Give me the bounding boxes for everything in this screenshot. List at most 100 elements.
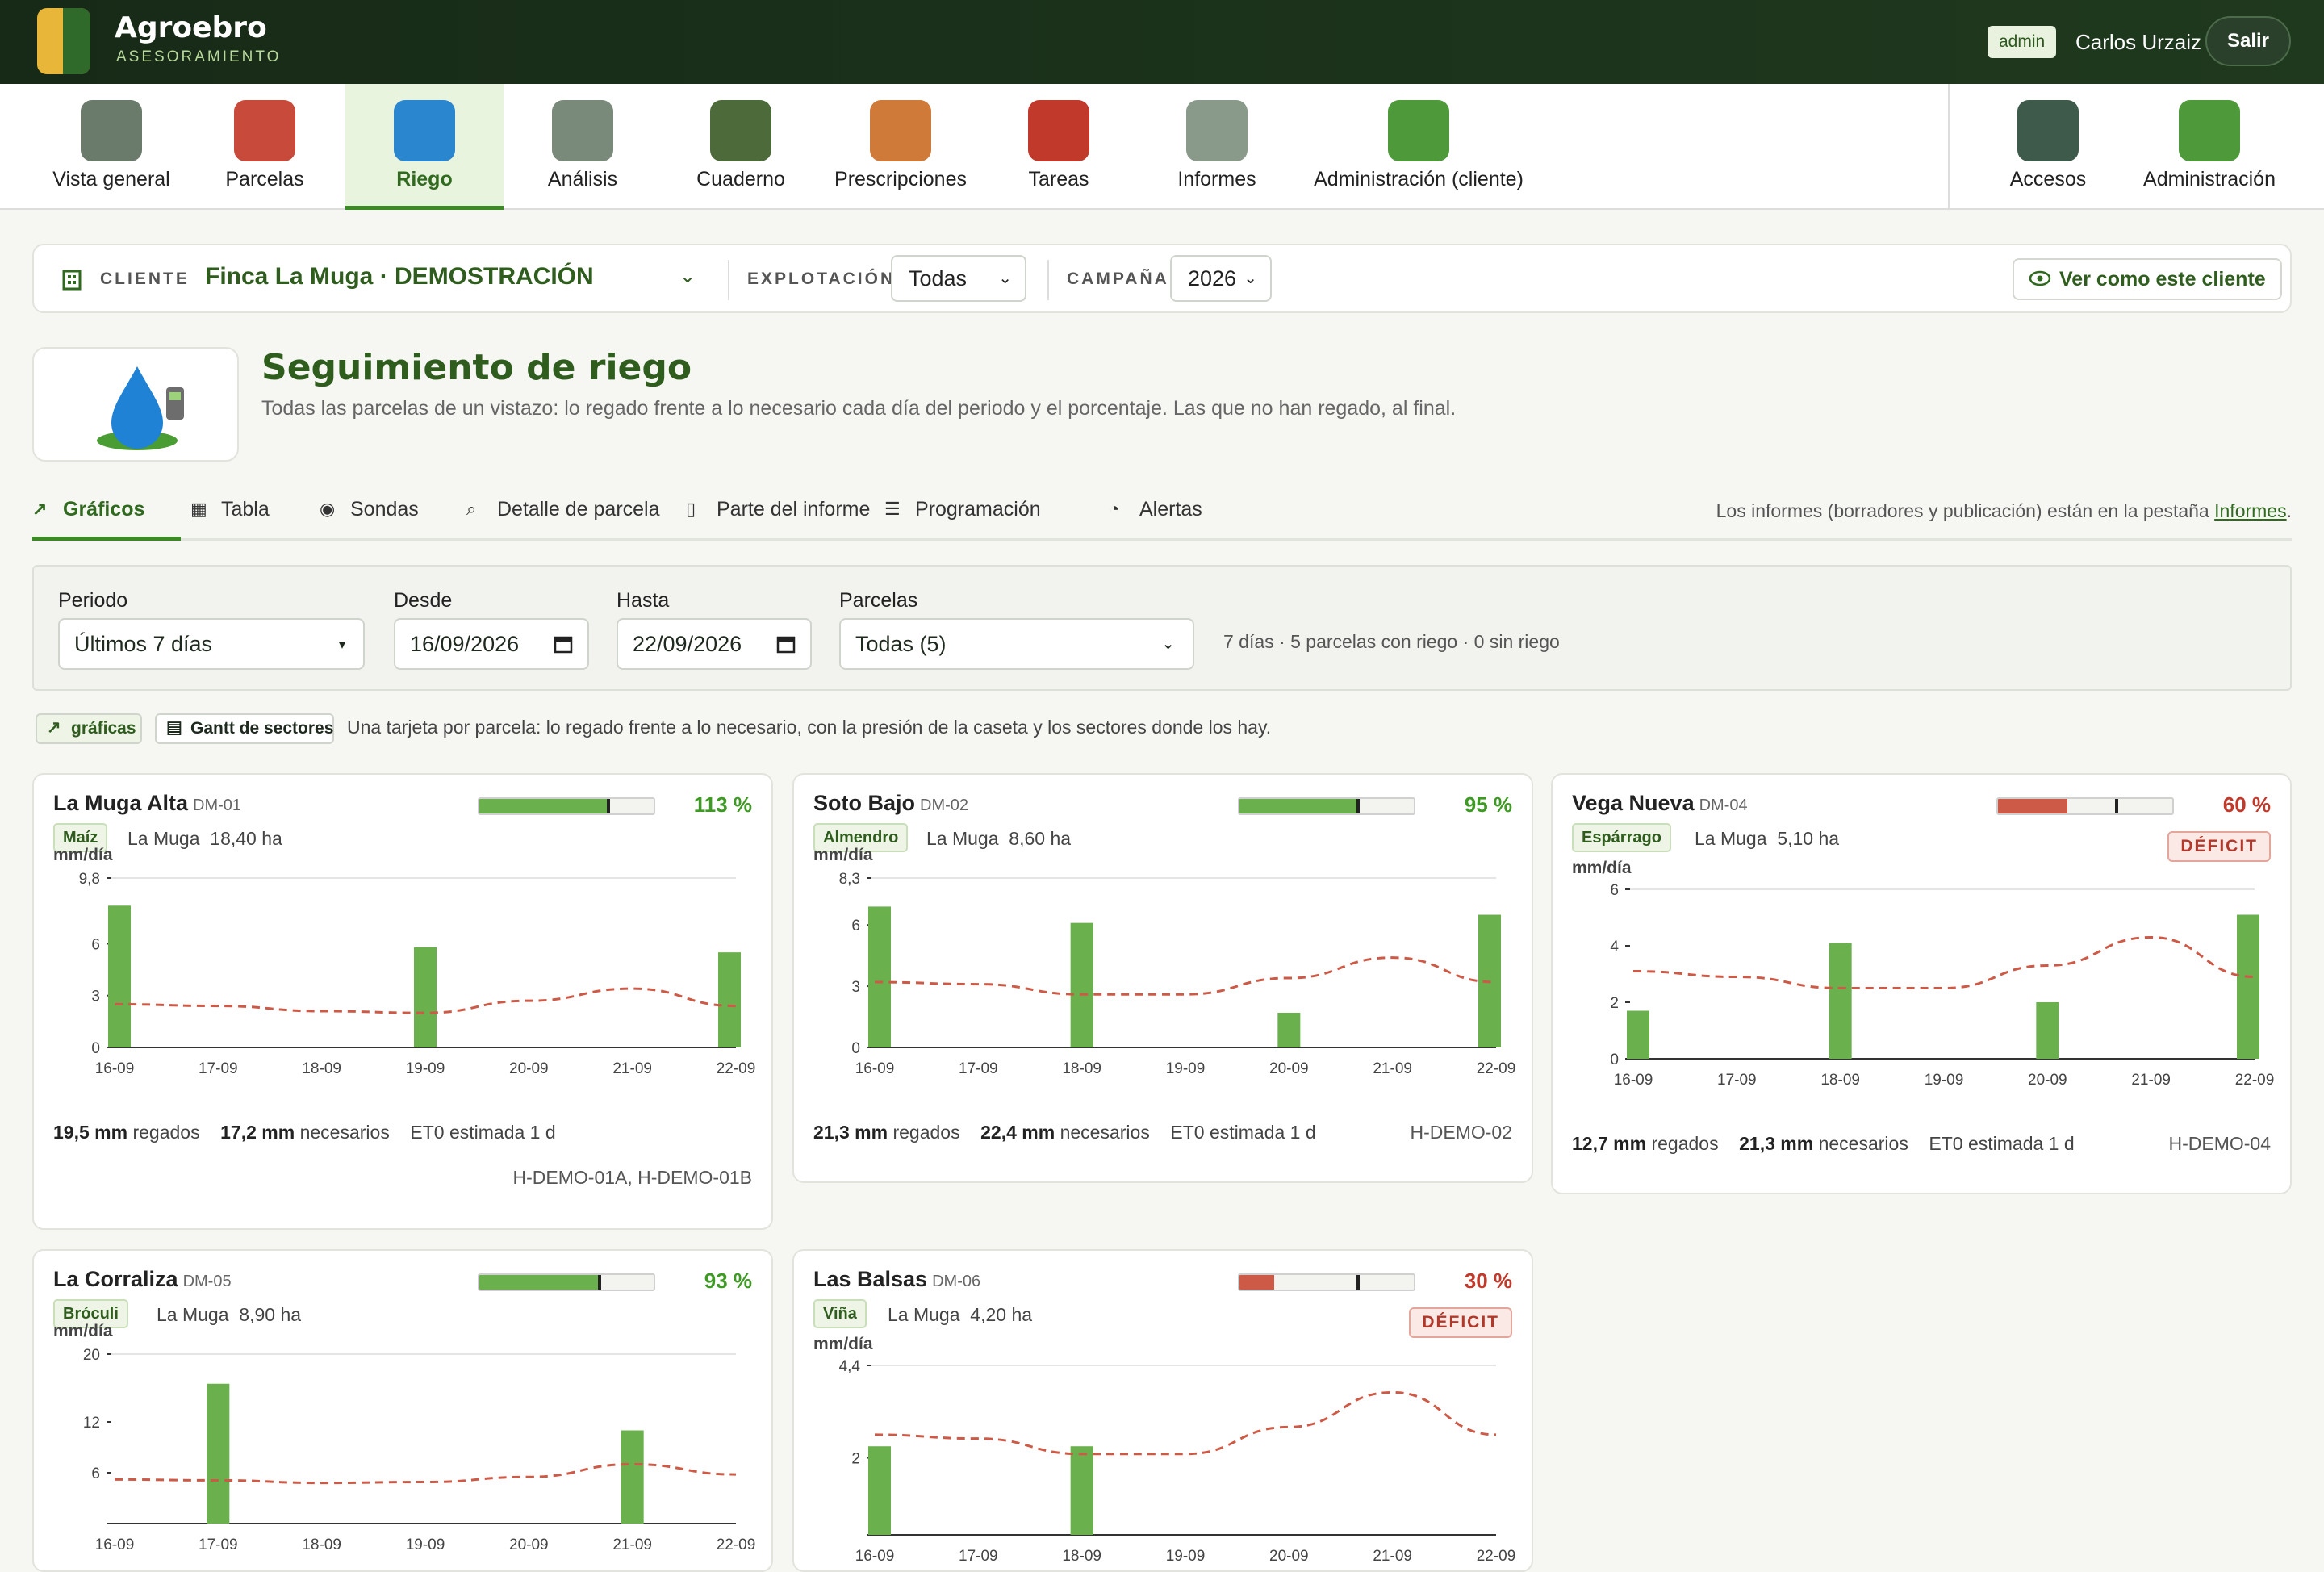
sensor-ids: H-DEMO-02 xyxy=(1410,1122,1512,1143)
x-tick-label: 20-09 xyxy=(509,1536,549,1553)
y-unit-label: mm/día xyxy=(53,1322,113,1340)
dashboard-grid-icon xyxy=(81,100,142,161)
tab-6[interactable]: ☰ Programación xyxy=(884,484,1097,541)
nav-item-9[interactable]: Administración (cliente) xyxy=(1307,84,1530,210)
crop-badge: Bróculi xyxy=(53,1299,128,1328)
nav-item-label: Vista general xyxy=(52,168,170,190)
x-tick-label: 18-09 xyxy=(1820,1072,1860,1089)
parcel-card[interactable]: Soto Bajo DM-02 95 % Almendro La Muga 8,60 h… xyxy=(792,773,1533,1183)
x-tick-label: 16-09 xyxy=(855,1060,895,1077)
y-tick-label: 0 xyxy=(91,1040,100,1057)
nav-item-label: Riego xyxy=(396,168,453,190)
client-select[interactable]: Finca La Muga · DEMOSTRACIÓN xyxy=(205,263,594,290)
irrigated-bar xyxy=(621,1430,644,1524)
x-tick-label: 18-09 xyxy=(1062,1548,1101,1565)
calendar-icon[interactable] xyxy=(554,634,573,654)
season-select[interactable]: 2026 ⌄ xyxy=(1170,255,1272,302)
user-name: Carlos Urzaiz xyxy=(2075,30,2202,54)
y-tick-label: 0 xyxy=(1610,1051,1619,1068)
nav-item-6[interactable]: Prescripciones xyxy=(821,84,980,210)
filters-panel: Periodo Últimos 7 días ▾ Desde 16/09/2026… xyxy=(32,565,2292,691)
main-nav: Vista general Parcelas Riego Análisis Cuader… xyxy=(0,84,2324,210)
parcel-name: La Muga Alta DM-01 xyxy=(53,791,242,815)
period-select[interactable]: Últimos 7 días ▾ xyxy=(58,618,365,670)
water-drop-icon xyxy=(394,100,455,161)
nav-item-2[interactable]: Parcelas xyxy=(186,84,344,210)
door-icon xyxy=(2017,100,2079,161)
irrigation-header-icon xyxy=(32,347,239,462)
irrigation-ratio-bar xyxy=(478,797,655,815)
y-tick-label: 4 xyxy=(1610,939,1619,955)
y-tick-label: 0 xyxy=(851,1040,860,1057)
x-tick-label: 17-09 xyxy=(959,1548,998,1565)
tab-2[interactable]: ▦ Tabla xyxy=(190,484,308,541)
period-label: Periodo xyxy=(58,589,128,612)
parcels-label: Parcelas xyxy=(839,589,918,612)
parcel-name: Las Balsas DM-06 xyxy=(813,1267,981,1291)
nav-item-5[interactable]: Cuaderno xyxy=(662,84,820,210)
gantt-icon: ▤ xyxy=(166,718,182,737)
parcel-card[interactable]: La Corraliza DM-05 93 % Bróculi La Muga 8,90… xyxy=(32,1249,773,1572)
nav-item-4[interactable]: Análisis xyxy=(504,84,662,210)
parcels-select[interactable]: Todas (5) ⌄ xyxy=(839,618,1194,670)
crop-badge: Almendro xyxy=(813,823,909,852)
app-logo[interactable] xyxy=(37,8,90,74)
x-tick-label: 20-09 xyxy=(1269,1548,1309,1565)
nav-right-item-1[interactable]: Accesos xyxy=(1969,84,2127,210)
irrigated-bar xyxy=(868,1446,891,1535)
y-tick-label: 3 xyxy=(851,979,860,996)
gantt-chip[interactable]: ▤ Gantt de sectores xyxy=(155,713,334,744)
tab-4[interactable]: ⌕ Detalle de parcela xyxy=(466,484,675,541)
irrigation-stats: 12,7 mm regados 21,3 mm necesarios ET0 e… xyxy=(1572,1133,2075,1154)
irrigated-bar xyxy=(1277,1012,1301,1047)
nav-item-3[interactable]: Riego xyxy=(345,84,504,210)
parcel-code: DM-05 xyxy=(182,1273,232,1290)
nav-item-label: Accesos xyxy=(2009,168,2087,190)
x-tick-label: 19-09 xyxy=(406,1060,445,1077)
informes-link[interactable]: Informes xyxy=(2214,500,2287,521)
irrigated-bar xyxy=(108,905,131,1047)
farm-select[interactable]: Todas ⌄ xyxy=(891,255,1026,302)
x-tick-label: 16-09 xyxy=(855,1548,895,1565)
charts-chip[interactable]: ↗ gráficas xyxy=(36,713,142,744)
x-tick-label: 22-09 xyxy=(717,1060,756,1077)
irrigated-bar xyxy=(718,952,741,1047)
nav-right-item-2[interactable]: Administración xyxy=(2130,84,2288,210)
tractor-icon xyxy=(1028,100,1089,161)
irrigation-stats: 19,5 mm regados 17,2 mm necesarios ET0 e… xyxy=(53,1122,556,1143)
parcel-card[interactable]: Las Balsas DM-06 30 % Viña La Muga 4,20 ha DÉ… xyxy=(792,1249,1533,1572)
irrigation-ratio-bar xyxy=(1996,797,2174,815)
top-bar: Agroebro ASESORAMIENTO admin Carlos Urza… xyxy=(0,0,2324,84)
nav-item-7[interactable]: Tareas xyxy=(980,84,1138,210)
from-date-input[interactable]: 16/09/2026 xyxy=(394,618,589,670)
tab-7[interactable]: ◔ Alertas xyxy=(1109,484,1214,541)
y-tick-label: 6 xyxy=(1610,882,1619,899)
crop-badge: Espárrago xyxy=(1572,823,1671,852)
view-as-client-button[interactable]: Ver como este cliente xyxy=(2013,258,2282,300)
logout-button[interactable]: Salir xyxy=(2205,16,2291,66)
x-tick-label: 22-09 xyxy=(1477,1060,1516,1077)
field-pin-icon xyxy=(234,100,295,161)
irrigation-chart: 0 3 6 8,3 16-09 17-09 18-09 19-09 20-09 21-09 22-0… xyxy=(839,871,1516,1077)
parcel-card[interactable]: Vega Nueva DM-04 60 % Espárrago La Muga 5,10… xyxy=(1551,773,2292,1194)
needed-line xyxy=(874,956,1497,996)
nav-item-1[interactable]: Vista general xyxy=(32,84,190,210)
x-tick-label: 18-09 xyxy=(302,1536,341,1553)
chevron-down-icon[interactable]: ⌄ xyxy=(679,265,696,287)
crop-badge: Viña xyxy=(813,1299,867,1328)
nav-item-label: Análisis xyxy=(547,168,618,190)
parcel-card[interactable]: La Muga Alta DM-01 113 % Maíz La Muga 18,40 … xyxy=(32,773,773,1230)
parcel-name: Vega Nueva DM-04 xyxy=(1572,791,1748,815)
nav-item-8[interactable]: Informes xyxy=(1138,84,1296,210)
irrigation-percent: 30 % xyxy=(1464,1269,1512,1293)
tab-3[interactable]: ◉ Sondas xyxy=(320,484,457,541)
tab-1[interactable]: ↗ Gráficos xyxy=(32,484,181,541)
calendar-icon[interactable] xyxy=(776,634,796,654)
nav-item-label: Tareas xyxy=(1028,168,1089,190)
irrigated-bar xyxy=(207,1383,230,1524)
y-tick-label: 6 xyxy=(91,1465,100,1482)
tab-5[interactable]: ▯ Parte del informe xyxy=(686,484,873,541)
parcel-meta: La Muga 8,60 ha xyxy=(926,828,1072,849)
to-date-input[interactable]: 22/09/2026 xyxy=(617,618,812,670)
irrigated-bar xyxy=(2237,914,2259,1059)
